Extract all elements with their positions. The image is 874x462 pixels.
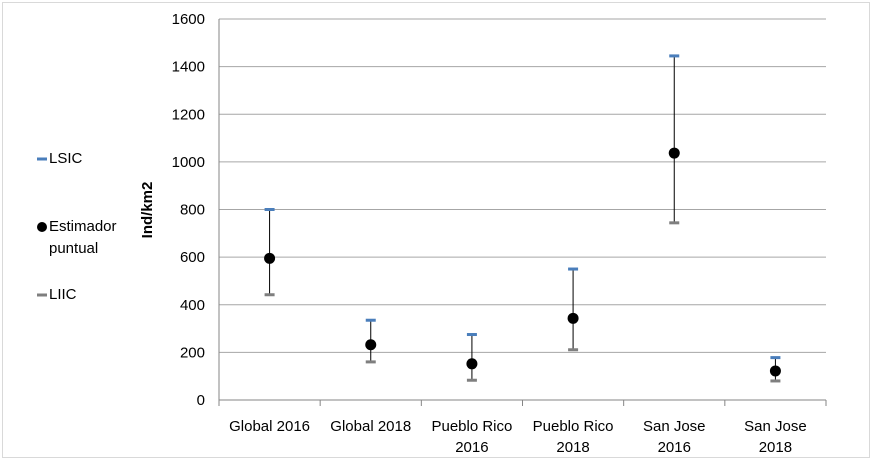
- y-tick-label: 1400: [172, 59, 205, 76]
- legend-label-lsic: LSIC: [49, 150, 83, 167]
- x-tick-label: Global 2016: [229, 418, 310, 435]
- legend-label-estimador: Estimador puntual: [49, 216, 149, 260]
- y-tick-label: 0: [197, 392, 205, 409]
- liic-marker: [770, 379, 781, 383]
- y-tick-label: 200: [180, 344, 205, 361]
- lsic-marker: [568, 267, 579, 271]
- legend-label-line1: Estimador: [49, 218, 117, 235]
- point-estimate-marker: [365, 339, 377, 351]
- x-tick-label: Global 2018: [330, 418, 411, 435]
- y-tick-label: 400: [180, 297, 205, 314]
- y-tick-label: 800: [180, 202, 205, 219]
- liic-marker: [365, 360, 376, 364]
- point-estimate-marker: [668, 147, 680, 159]
- lsic-marker: [770, 356, 781, 360]
- x-tick-label: San Jose 2018: [744, 418, 807, 456]
- point-estimate-marker: [769, 365, 781, 377]
- x-tick-label: Pueblo Rico 2016: [431, 418, 512, 456]
- lsic-marker: [365, 318, 376, 322]
- lsic-marker: [264, 208, 275, 211]
- y-axis-label: Ind/km2: [139, 182, 156, 239]
- liic-marker: [669, 221, 680, 225]
- legend-marker-lsic: [37, 157, 47, 161]
- point-estimate-marker: [466, 358, 478, 370]
- y-tick-labels: 0 200 400 600 800 1000 1200 1400 1600: [172, 11, 205, 409]
- y-tick-label: 1000: [172, 154, 205, 171]
- point-estimate-marker: [264, 252, 276, 264]
- legend-marker-liic: [37, 293, 47, 297]
- legend-marker-estimador: [37, 222, 47, 232]
- liic-marker: [466, 378, 477, 382]
- x-tick-label: Pueblo Rico 2018: [533, 418, 614, 456]
- liic-marker: [264, 293, 275, 297]
- y-tick-label: 1600: [172, 11, 205, 28]
- legend-label-liic: LIIC: [49, 286, 77, 303]
- x-tick-label: San Jose 2016: [643, 418, 706, 456]
- liic-marker: [568, 348, 579, 352]
- y-tick-label: 1200: [172, 106, 205, 123]
- legend-label-line2: puntual: [49, 240, 99, 257]
- lsic-marker: [466, 333, 477, 337]
- y-tick-label: 600: [180, 249, 205, 266]
- x-tick-labels: Global 2016 Global 2018 Pueblo Rico 2016 Pue…: [229, 418, 807, 456]
- point-estimate-marker: [567, 312, 579, 324]
- gridlines: [218, 18, 827, 406]
- point-estimates: [264, 147, 781, 377]
- lsic-marker: [669, 54, 680, 58]
- error-bars: [264, 54, 781, 383]
